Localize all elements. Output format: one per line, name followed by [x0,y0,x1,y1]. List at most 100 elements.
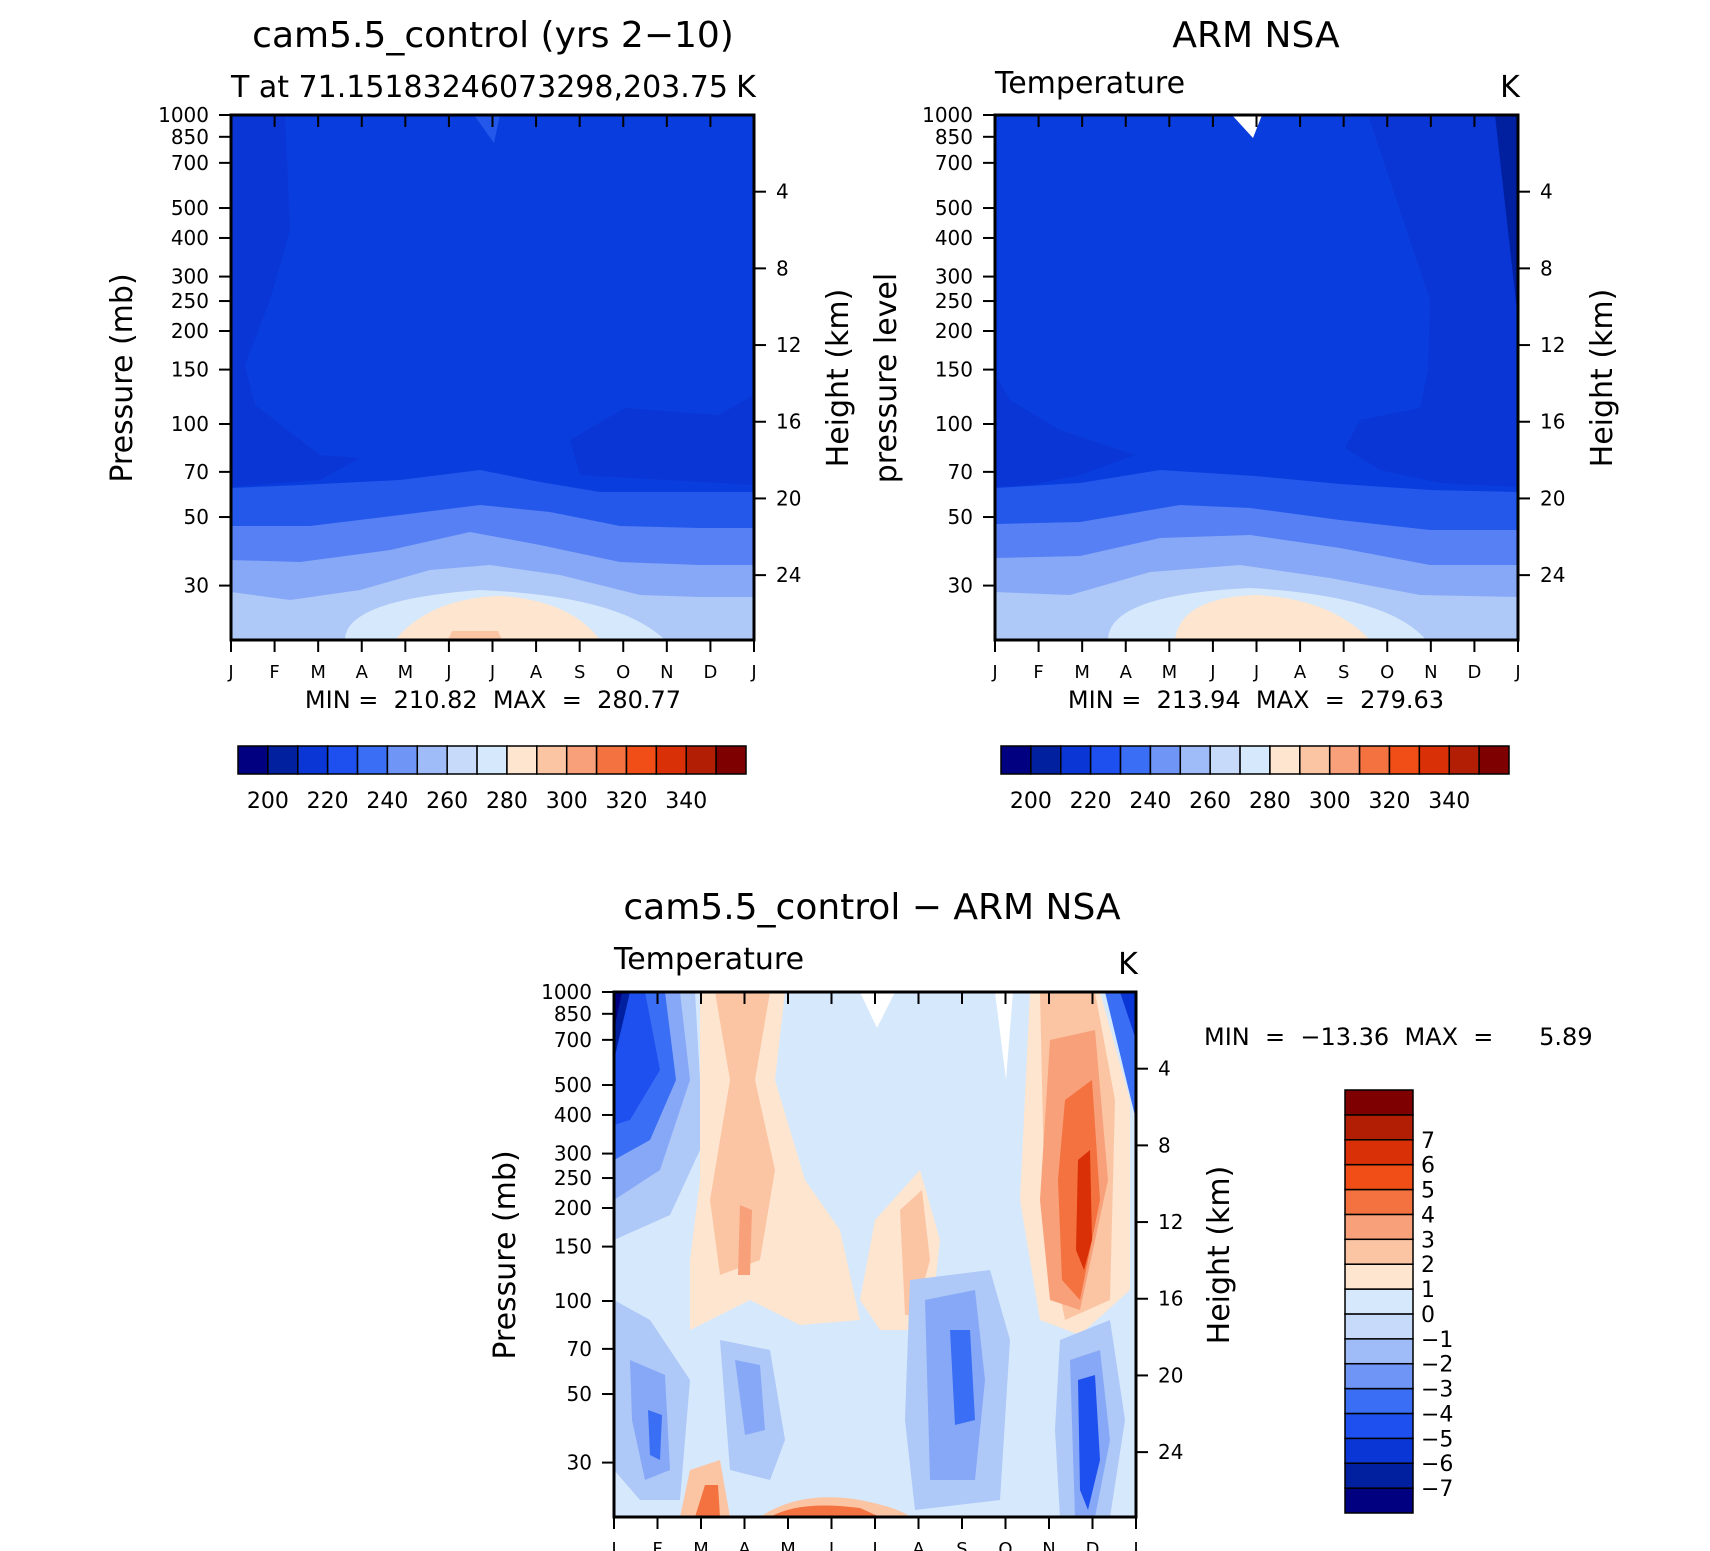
x-tick-label: J [750,662,756,683]
contour-band-minus2-spring [735,1360,765,1435]
height-tick-label: 4 [1540,180,1553,204]
x-tick-label: N [660,662,673,683]
height-tick-label: 24 [1540,563,1565,587]
colorbar-label: 280 [486,789,528,814]
contour-band-270-280 [1175,595,1370,640]
x-tick-label: D [1467,662,1481,683]
y-tick-label: 300 [554,1142,592,1166]
y-tick-label: 50 [948,505,973,529]
y-tick-label: 50 [567,1382,592,1406]
colorbar-swatch [565,745,598,775]
colorbar-swatch [1344,1238,1414,1265]
panel-model-colorbar: 200 220 240 260 280 300 320 340 [237,745,747,814]
contour-band-below-210-east [1345,115,1518,487]
x-tick-label: M [693,1539,709,1551]
colorbar-swatch [446,745,478,775]
contour-band-minus4-lowerleft [648,1410,662,1460]
y-tick-label: 150 [171,358,209,382]
panel-diff-subtitle: Temperature [613,942,804,977]
contour-band-minus6-east [1120,992,1136,1040]
colorbar-swatch [1344,1263,1414,1290]
x-tick-label: J [489,662,495,683]
x-tick-label: M [398,662,414,683]
x-tick-label: J [1514,662,1520,683]
x-tick-label: O [998,1539,1012,1551]
y-tick-label: 300 [935,265,973,289]
colorbar-swatch [1209,745,1241,775]
panel-diff-minmax: MIN = −13.36 MAX = 5.89 [1204,1023,1593,1051]
panel-obs-units: K [1500,70,1521,105]
colorbar-swatch [237,745,269,775]
colorbar-swatch [267,745,299,775]
y-tick-label: 100 [554,1289,592,1313]
colorbar-label: −7 [1421,1477,1453,1502]
panel-model: cam5.5_control (yrs 2−10) T at 71.151832… [105,15,856,814]
panel-model-ylabel-right: Height (km) [821,289,856,468]
colorbar-swatch [356,745,389,775]
contour-band-minus3-east [1105,992,1136,1120]
y-tick-label: 250 [171,289,209,313]
x-tick-label: A [1294,662,1307,683]
height-tick-label: 8 [1158,1133,1171,1157]
y-tick-label: 1000 [922,103,973,127]
x-tick-label: S [1338,662,1349,683]
colorbar-swatch [1344,1114,1414,1141]
colorbar-swatch [1344,1338,1414,1365]
y-tick-label: 200 [171,319,209,343]
height-tick-label: 8 [1540,256,1553,280]
x-tick-label: A [530,662,543,683]
contour-band-3-4-surface-may [770,1505,880,1517]
y-tick-label: 400 [935,226,973,250]
colorbar-swatch [1000,745,1032,775]
colorbar-swatch [1344,1487,1414,1514]
x-tick-label: F [652,1539,662,1551]
colorbar-swatch [1328,745,1361,775]
colorbar-swatch [1344,1213,1414,1241]
x-tick-label: J [1253,662,1259,683]
height-tick-label: 24 [1158,1440,1183,1464]
colorbar-label: 280 [1249,789,1291,814]
height-tick-label: 8 [776,256,789,280]
colorbar-swatch [1344,1163,1414,1191]
y-tick-label: 850 [554,1002,592,1026]
y-tick-label: 100 [935,412,973,436]
contour-band-minus5-dec [1078,1375,1100,1510]
y-tick-label: 400 [554,1103,592,1127]
x-tick-label: S [956,1539,967,1551]
panel-diff-title: cam5.5_control − ARM NSA [623,887,1121,928]
y-tick-label: 30 [567,1451,592,1475]
x-tick-label: J [445,662,451,683]
contour-band-1-2 [710,992,775,1275]
x-tick-label: A [1120,662,1133,683]
y-tick-label: 30 [948,574,973,598]
x-tick-label: M [1074,662,1090,683]
colorbar-swatch [1344,1462,1414,1489]
colorbar-swatch [1344,1437,1414,1464]
height-tick-label: 16 [1540,410,1565,434]
colorbar-label: 340 [665,789,707,814]
colorbar-swatch [715,745,747,775]
colorbar-swatch [1089,745,1122,775]
colorbar-swatch [1358,745,1391,775]
contour-band-below-210 [231,115,360,487]
panel-obs: ARM NSA Temperature K J F M A M J J A S O N D J 30 50… [869,15,1620,814]
colorbar-label: 4 [1421,1203,1435,1228]
colorbar-swatch [1179,745,1211,775]
height-tick-label: 16 [1158,1287,1183,1311]
y-tick-label: 250 [935,289,973,313]
colorbar-label: −6 [1421,1452,1453,1477]
colorbar-swatch [625,745,658,775]
panel-obs-subtitle: Temperature [994,66,1185,101]
x-tick-label: O [616,662,630,683]
colorbar-label: −2 [1421,1353,1453,1378]
y-tick-label: 300 [171,265,209,289]
height-tick-label: 20 [1158,1363,1183,1387]
colorbar-swatch [1344,1288,1414,1315]
y-tick-label: 70 [184,460,209,484]
panel-model-contour-field [231,115,754,640]
x-tick-label: M [1162,662,1178,683]
panel-model-height-axis: 24 20 16 12 8 4 [754,180,801,587]
